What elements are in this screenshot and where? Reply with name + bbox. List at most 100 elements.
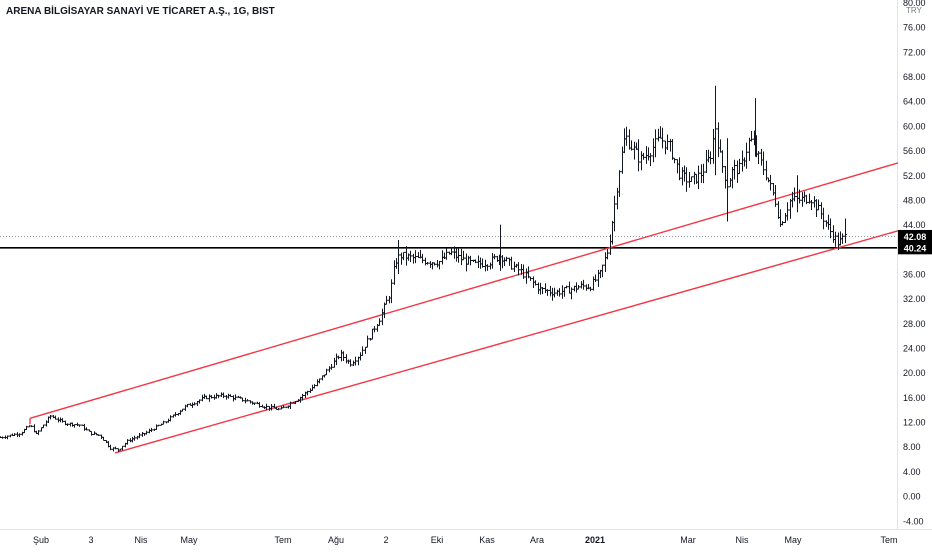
last-price-tag-bg: [898, 229, 932, 243]
ohlc-bar: [433, 262, 436, 266]
ohlc-bar: [364, 346, 367, 354]
ohlc-bar: [289, 401, 292, 409]
ohlc-bar: [628, 129, 631, 150]
ohlc-bar: [688, 172, 691, 188]
ohlc-bar: [652, 138, 655, 163]
ohlc-bar: [625, 126, 628, 146]
ohlc-bar: [385, 295, 388, 305]
ohlc-bar: [71, 422, 74, 427]
ohlc-bar: [817, 199, 820, 211]
ohlc-bar: [208, 394, 211, 402]
ohlc-bar: [18, 433, 21, 438]
x-tick-label: 3: [88, 535, 93, 545]
ohlc-bar: [412, 253, 415, 264]
level-price-tag: 40.24: [904, 243, 927, 253]
ohlc-bar: [234, 394, 237, 401]
ohlc-bar: [474, 259, 477, 264]
channel-lower-line: [114, 230, 899, 454]
ohlc-bar: [733, 159, 736, 180]
y-tick-label: 64.00: [903, 97, 926, 107]
ohlc-bar: [515, 263, 518, 268]
ohlc-bar: [13, 433, 16, 437]
ohlc-bar: [801, 192, 804, 207]
ohlc-bar: [777, 201, 780, 219]
ohlc-bar: [246, 399, 249, 402]
ohlc-bar: [361, 346, 364, 356]
ohlc-bar: [762, 151, 765, 175]
ohlc-bar: [803, 191, 806, 203]
ohlc-bar: [229, 394, 232, 397]
ohlc-bar: [609, 234, 612, 255]
ohlc-bar: [54, 415, 57, 420]
ohlc-bar: [553, 287, 556, 298]
ohlc-bar: [457, 248, 460, 263]
ohlc-bar: [702, 163, 705, 184]
y-tick-label: 24.00: [903, 344, 926, 354]
ohlc-bar: [491, 252, 494, 269]
ohlc-bar: [198, 399, 201, 404]
ohlc-bar: [517, 262, 520, 276]
ohlc-bar: [73, 424, 76, 428]
ohlc-bar: [426, 261, 429, 265]
ohlc-bar: [479, 257, 482, 269]
ohlc-bar: [789, 198, 792, 219]
ohlc-bar: [522, 264, 525, 279]
ohlc-bar: [97, 434, 100, 437]
ohlc-bar: [486, 264, 489, 271]
ohlc-bar: [765, 160, 768, 181]
ohlc-bar: [213, 394, 216, 400]
ohlc-bar: [546, 289, 549, 296]
x-tick-label: May: [180, 535, 198, 545]
ohlc-bar: [549, 285, 552, 297]
ohlc-bar: [745, 142, 748, 169]
ohlc-bar: [222, 392, 225, 399]
ohlc-bar: [241, 397, 244, 402]
ohlc-bar: [378, 318, 381, 326]
ohlc-bar: [697, 165, 700, 190]
ohlc-bar: [594, 274, 597, 282]
ohlc-bar: [774, 185, 777, 207]
ohlc-bar: [335, 353, 338, 366]
ohlc-bar: [539, 282, 542, 295]
ohlc-bar: [606, 249, 609, 260]
ohlc-bar: [450, 246, 453, 256]
ohlc-bar: [825, 220, 828, 227]
ohlc-bar: [181, 408, 184, 412]
ohlc-bar: [693, 171, 696, 185]
ohlc-bar: [616, 187, 619, 210]
ohlc-bar: [227, 393, 230, 399]
ohlc-bar: [306, 390, 309, 396]
ohlc-bar: [169, 415, 172, 422]
ohlc-bar: [700, 164, 703, 184]
ohlc-bar: [383, 302, 386, 319]
ohlc-bar: [381, 308, 384, 326]
ohlc-bar: [265, 403, 268, 411]
ohlc-bar: [337, 355, 340, 360]
ohlc-bar: [465, 253, 468, 272]
ohlc-bar: [25, 425, 28, 431]
ohlc-bar: [741, 150, 744, 172]
ohlc-bar: [721, 150, 724, 173]
ohlc-bar: [49, 414, 52, 420]
ohlc-bar: [421, 253, 424, 264]
ohlc-bar: [829, 218, 832, 239]
ohlc-bar: [597, 269, 600, 287]
ohlc-bar: [618, 170, 621, 197]
ohlc-bar: [575, 282, 578, 293]
ohlc-bar: [414, 250, 417, 264]
ohlc-bar: [529, 276, 532, 281]
ohlc-bar: [373, 326, 376, 333]
ohlc-bar: [6, 435, 9, 440]
ohlc-bar: [669, 138, 672, 152]
ohlc-bar: [690, 176, 693, 182]
ohlc-bar: [750, 131, 753, 142]
x-tick-label: Tem: [880, 535, 897, 545]
ohlc-bar: [645, 146, 648, 164]
x-tick-label: Mar: [680, 535, 696, 545]
level-price-tag-bg: [898, 241, 932, 255]
ohlc-bar: [544, 283, 547, 294]
x-tick-label: Tem: [274, 535, 291, 545]
ohlc-bar: [345, 354, 348, 364]
ohlc-bar: [501, 255, 504, 269]
ohlc-bar: [585, 284, 588, 291]
